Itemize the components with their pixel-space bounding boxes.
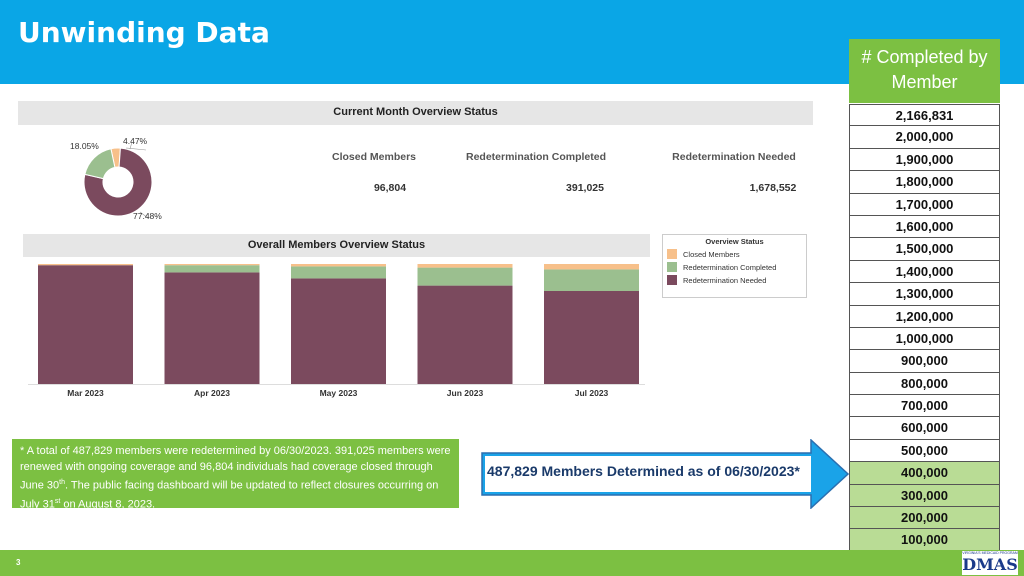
milestone-row: 1,300,000	[849, 283, 1000, 306]
closed-members-value: 96,804	[373, 182, 407, 194]
members-determined-callout: 487,829 Members Determined as of 06/30/2…	[487, 463, 800, 479]
footer-band: 3 VIRGINIA'S MEDICAID PROGRAM DMAS	[0, 550, 1024, 576]
donut-leader-line	[139, 211, 149, 219]
milestone-row: 600,000	[849, 417, 1000, 440]
logo-tagline: VIRGINIA'S MEDICAID PROGRAM	[962, 551, 1018, 555]
bar-segment-redetermination-needed	[291, 278, 386, 384]
milestone-row: 1,400,000	[849, 260, 1000, 284]
milestone-row: 1,800,000	[849, 171, 1000, 194]
legend-item-closed: Closed Members	[667, 249, 806, 259]
milestone-row: 2,000,000	[849, 126, 1000, 149]
logo-text: DMAS	[962, 555, 1018, 574]
redetermination-needed-label: Redetermination Needed	[672, 151, 796, 163]
milestone-row: 2,166,831	[849, 104, 1000, 127]
bar-segment-redetermination-completed	[417, 267, 513, 286]
bar-segment-closed-members	[417, 264, 513, 268]
bar-segment-redetermination-needed	[544, 291, 639, 384]
milestone-row: 200,000	[849, 507, 1000, 530]
redetermination-completed-label: Redetermination Completed	[465, 151, 607, 163]
bar-segment-redetermination-needed	[164, 272, 260, 384]
donut-label-needed: 77.48%	[133, 211, 162, 221]
x-tick-label: Mar 2023	[67, 388, 104, 398]
chart-legend: Overview Status Closed Members Redetermi…	[662, 234, 807, 298]
redetermination-needed-value: 1,678,552	[749, 182, 797, 194]
legend-label-completed: Redetermination Completed	[683, 262, 777, 272]
milestone-row: 1,200,000	[849, 305, 1000, 328]
legend-swatch-completed	[667, 262, 677, 272]
donut-slice-redetermination-completed	[84, 148, 116, 180]
bar-segment-closed-members	[38, 264, 133, 266]
bar-segment-redetermination-completed	[544, 269, 639, 291]
donut-label-completed: 18.05%	[70, 141, 99, 151]
dmas-logo: VIRGINIA'S MEDICAID PROGRAM DMAS	[962, 551, 1018, 575]
bar-segment-redetermination-completed	[164, 265, 260, 273]
note-part-2: . The public facing dashboard will be up…	[20, 479, 439, 511]
x-tick-label: May 2023	[320, 388, 358, 398]
milestone-row: 1,000,000	[849, 327, 1000, 351]
milestone-row: 800,000	[849, 372, 1000, 396]
x-tick-label: Apr 2023	[194, 388, 230, 398]
milestone-row: 1,600,000	[849, 215, 1000, 239]
legend-label-closed: Closed Members	[683, 249, 740, 259]
closed-members-label: Closed Members	[331, 151, 417, 163]
arrow-right-icon	[481, 439, 849, 509]
milestone-table: 2,166,831 2,000,000 1,900,000 1,800,000 1,70…	[849, 104, 1000, 552]
milestone-row: 100,000	[849, 529, 1000, 552]
legend-item-needed: Redetermination Needed	[667, 275, 806, 285]
note-sup-1: th	[59, 479, 65, 486]
milestone-row: 900,000	[849, 350, 1000, 373]
bar-segment-closed-members	[164, 264, 260, 266]
milestone-row: 1,700,000	[849, 193, 1000, 216]
note-part-3: on August 8, 2023.	[60, 498, 156, 511]
donut-leader-line	[129, 141, 133, 150]
bar-segment-closed-members	[291, 264, 386, 267]
bar-segment-redetermination-needed	[38, 265, 133, 384]
donut-slice-redetermination-needed	[83, 147, 153, 217]
milestone-row: 1,500,000	[849, 238, 1000, 261]
milestone-row: 300,000	[849, 484, 1000, 508]
legend-swatch-needed	[667, 275, 677, 285]
milestone-row: 500,000	[849, 439, 1000, 463]
overall-members-title: Overall Members Overview Status	[23, 234, 650, 257]
x-tick-label: Jul 2023	[575, 388, 609, 398]
milestone-row: 700,000	[849, 395, 1000, 418]
note-sup-2: st	[54, 498, 61, 506]
legend-title: Overview Status	[705, 237, 764, 246]
bar-segment-closed-members	[544, 264, 639, 270]
donut-label-closed: 4.47%	[123, 136, 148, 146]
stacked-bar-chart: Mar 2023 Apr 2023 May 2023 Jun 2023 Jul 2023	[28, 264, 645, 398]
donut-leader-line	[125, 147, 147, 151]
note-part-1: * A total of 487,829 members were redete…	[20, 445, 451, 492]
current-month-title-text: Current Month Overview Status	[333, 106, 498, 118]
page-title: Unwinding Data	[18, 16, 270, 49]
current-month-title: Current Month Overview Status	[18, 101, 813, 125]
legend-swatch-closed	[667, 249, 677, 259]
legend-item-completed: Redetermination Completed	[667, 262, 806, 272]
completed-by-member-header: # Completed by Member	[849, 39, 1000, 103]
milestone-row: 1,900,000	[849, 148, 1000, 172]
donut-chart	[83, 141, 153, 219]
redetermination-completed-value: 391,025	[566, 182, 604, 194]
overall-members-title-text: Overall Members Overview Status	[247, 239, 426, 251]
milestone-row: 400,000	[849, 462, 1000, 485]
footnote-box: * A total of 487,829 members were redete…	[12, 439, 459, 511]
legend-label-needed: Redetermination Needed	[683, 275, 767, 285]
bar-segment-redetermination-needed	[417, 285, 513, 384]
page-number: 3	[16, 558, 21, 567]
bar-segment-redetermination-completed	[291, 266, 386, 279]
completed-header-text: # Completed by Member	[861, 47, 988, 92]
x-tick-label: Jun 2023	[447, 388, 484, 398]
